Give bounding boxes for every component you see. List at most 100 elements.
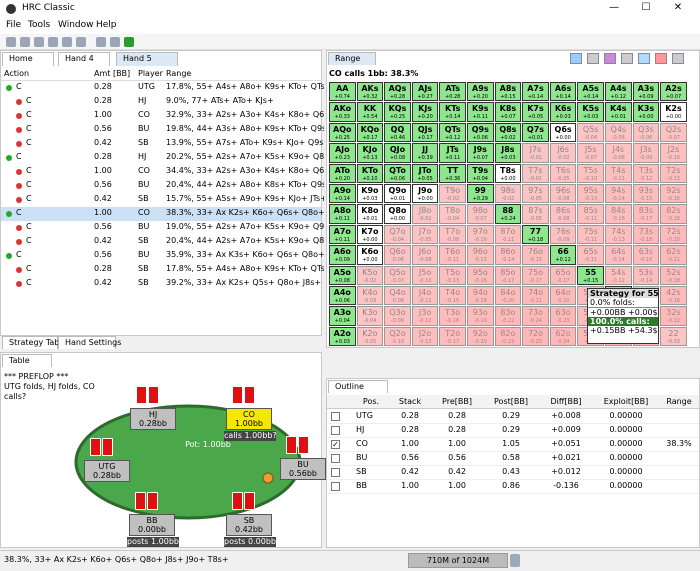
tree-cell[interactable]: C [26, 166, 32, 175]
range-cell[interactable]: KTo +0.10 [356, 163, 384, 183]
range-cell[interactable]: KTs +0.14 [439, 102, 466, 122]
range-cell[interactable]: J8s +0.03 [494, 143, 522, 163]
range-view-button[interactable] [672, 53, 684, 64]
range-cell[interactable]: A7s +0.14 [522, 82, 549, 102]
checkbox[interactable] [331, 468, 340, 477]
range-cell[interactable]: T8o -0.04 [439, 204, 466, 224]
range-cell[interactable]: K3o -0.04 [356, 306, 384, 326]
range-cell[interactable]: A5o +0.08 [329, 265, 356, 285]
toolbar-button[interactable] [62, 37, 72, 47]
range-cell[interactable]: Q5o -0.07 [384, 265, 411, 285]
range-cell[interactable]: Q8s +0.02 [494, 122, 522, 143]
tree-cell[interactable]: C [26, 110, 32, 119]
range-cell[interactable]: 76s -0.09 [549, 224, 577, 245]
tree-cell[interactable]: C [16, 208, 22, 217]
range-cell[interactable]: T3o -0.16 [439, 306, 466, 326]
range-cell[interactable]: KJs +0.20 [411, 102, 439, 122]
checkbox[interactable] [331, 454, 340, 463]
range-view-button[interactable] [570, 53, 582, 64]
range-view-button[interactable] [655, 53, 667, 64]
range-cell[interactable]: Q7o -0.04 [384, 224, 411, 245]
range-cell[interactable]: QQ +0.46 [384, 122, 411, 143]
toolbar-button[interactable] [48, 37, 58, 47]
range-cell[interactable]: K4s +0.01 [605, 102, 632, 122]
range-cell[interactable]: J9s +0.07 [467, 143, 494, 163]
range-cell[interactable]: 88 +0.24 [494, 204, 522, 224]
range-cell[interactable]: T6s -0.05 [549, 163, 577, 183]
range-cell[interactable]: 74o -0.21 [522, 286, 549, 306]
range-cell[interactable]: Q2s -0.07 [660, 122, 687, 143]
checkbox[interactable] [331, 426, 340, 435]
window-button[interactable]: — [609, 2, 619, 13]
range-cell[interactable]: AQs +0.28 [384, 82, 411, 102]
range-cell[interactable]: 63s -0.16 [632, 245, 660, 265]
range-cell[interactable]: 22 -0.03 [660, 326, 687, 347]
range-cell[interactable]: 63o -0.23 [549, 306, 577, 326]
range-cell[interactable]: 73o -0.24 [522, 306, 549, 326]
range-cell[interactable]: KQo +0.17 [356, 122, 384, 143]
range-tab[interactable]: Range [328, 52, 376, 65]
range-cell[interactable]: 92o -0.20 [467, 326, 494, 347]
range-cell[interactable]: 76o -0.15 [522, 245, 549, 265]
range-cell[interactable]: K7o +0.00 [356, 224, 384, 245]
tree-cell[interactable]: C [16, 250, 22, 259]
range-view-button[interactable] [604, 53, 616, 64]
tree-cell[interactable]: C [26, 194, 32, 203]
range-cell[interactable]: T2s -0.13 [660, 163, 687, 183]
range-cell[interactable]: A9o +0.14 [329, 184, 356, 204]
range-cell[interactable]: 53s -0.14 [632, 265, 660, 285]
range-cell[interactable]: 85o -0.17 [494, 265, 522, 285]
range-cell[interactable]: Q6s +0.00 [549, 122, 577, 143]
range-cell[interactable]: 75o -0.17 [522, 265, 549, 285]
range-cell[interactable]: T2o -0.17 [439, 326, 466, 347]
range-cell[interactable]: T9s +0.04 [467, 163, 494, 183]
range-cell[interactable]: 95s -0.13 [577, 184, 604, 204]
range-cell[interactable]: K8o +0.01 [356, 204, 384, 224]
range-cell[interactable]: J5s -0.07 [577, 143, 604, 163]
range-cell[interactable]: 96s -0.08 [549, 184, 577, 204]
menu-item[interactable]: Window [58, 20, 94, 30]
range-cell[interactable]: AJo +0.23 [329, 143, 356, 163]
range-cell[interactable]: A3o +0.04 [329, 306, 356, 326]
toolbar-button[interactable] [110, 37, 120, 47]
range-cell[interactable]: Q4o -0.08 [384, 286, 411, 306]
range-cell[interactable]: K6s +0.03 [549, 102, 577, 122]
outline-tab[interactable]: Outline [328, 380, 388, 393]
range-cell[interactable]: 64o -0.20 [549, 286, 577, 306]
range-cell[interactable]: T7s -0.01 [522, 163, 549, 183]
checkbox[interactable] [331, 412, 340, 421]
range-cell[interactable]: K4o -0.03 [356, 286, 384, 306]
range-cell[interactable]: TT +0.36 [439, 163, 466, 183]
range-cell[interactable]: 77 +0.18 [522, 224, 549, 245]
range-cell[interactable]: 64s -0.14 [605, 245, 632, 265]
range-cell[interactable]: JTs +0.11 [439, 143, 466, 163]
range-cell[interactable]: 32s -0.22 [660, 306, 687, 326]
range-cell[interactable]: 55 +0.15 [577, 265, 604, 285]
tree-cell[interactable]: C [26, 180, 32, 189]
toolbar-button[interactable] [124, 37, 134, 47]
range-cell[interactable]: 84o -0.20 [494, 286, 522, 306]
range-cell[interactable]: 52s -0.18 [660, 265, 687, 285]
range-cell[interactable]: Q2o -0.10 [384, 326, 411, 347]
range-cell[interactable]: KJo +0.13 [356, 143, 384, 163]
tree-cell[interactable]: C [26, 264, 32, 273]
range-cell[interactable]: A8o +0.11 [329, 204, 356, 224]
range-cell[interactable]: J7o -0.05 [411, 224, 439, 245]
range-cell[interactable]: J8o -0.02 [411, 204, 439, 224]
range-cell[interactable]: J3o -0.12 [411, 306, 439, 326]
range-cell[interactable]: Q6o -0.06 [384, 245, 411, 265]
range-cell[interactable]: 94s -0.14 [605, 184, 632, 204]
range-cell[interactable]: A3s +0.09 [632, 82, 660, 102]
tree-cell[interactable]: C [26, 124, 32, 133]
range-cell[interactable]: Q8o +0.00 [384, 204, 411, 224]
range-cell[interactable]: T4s -0.11 [605, 163, 632, 183]
range-cell[interactable]: A6o +0.09 [329, 245, 356, 265]
range-cell[interactable]: AQo +0.25 [329, 122, 356, 143]
range-cell[interactable]: 92s -0.16 [660, 184, 687, 204]
range-cell[interactable]: K7s +0.05 [522, 102, 549, 122]
range-cell[interactable]: 86o -0.14 [494, 245, 522, 265]
toolbar-button[interactable] [6, 37, 16, 47]
range-cell[interactable]: K9s +0.11 [467, 102, 494, 122]
range-cell[interactable]: Q9o +0.01 [384, 184, 411, 204]
range-cell[interactable]: A2o +0.03 [329, 326, 356, 347]
